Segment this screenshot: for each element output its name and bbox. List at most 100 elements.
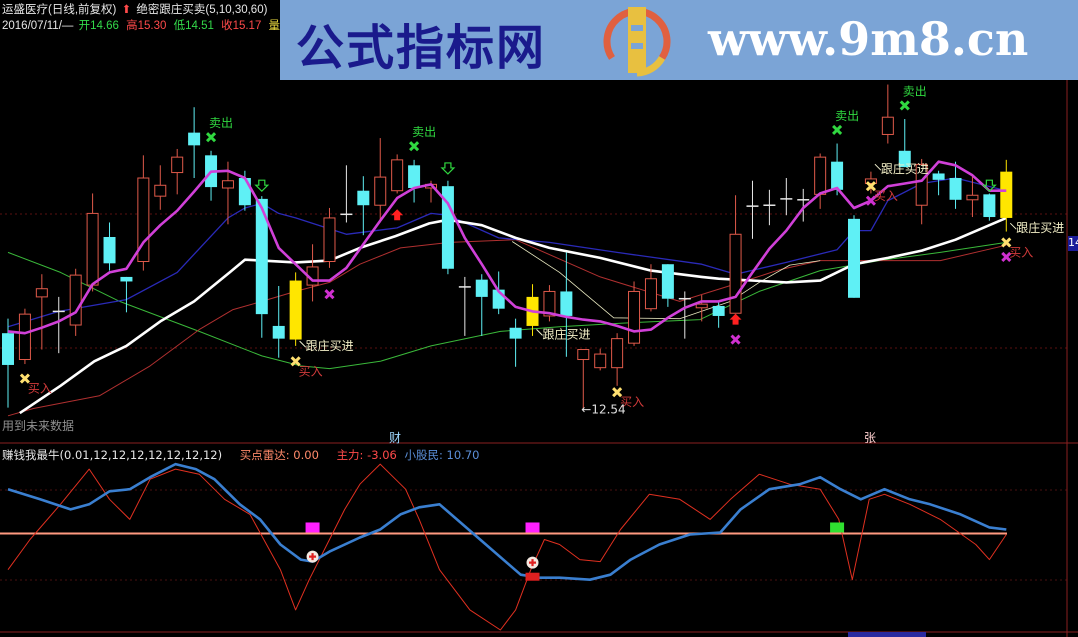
candle-body — [712, 305, 725, 316]
candle-body — [120, 276, 133, 282]
candle — [171, 148, 184, 195]
candle — [746, 180, 759, 239]
candle — [695, 295, 708, 322]
buy-radar-value: 买点雷达: 0.00 — [239, 448, 319, 462]
candle — [966, 175, 979, 218]
candle-body — [1000, 171, 1013, 218]
close-value: 15.17 — [232, 20, 262, 32]
candle — [154, 165, 167, 210]
buy-label: 买入 — [28, 382, 52, 396]
buy-x-icon — [865, 181, 876, 192]
candle-body — [560, 291, 573, 316]
candle-body — [18, 313, 31, 361]
candle — [780, 178, 793, 216]
candle-body — [949, 178, 962, 200]
pointer-arrow-icon — [874, 163, 882, 171]
candle — [644, 264, 657, 312]
candle-body — [188, 132, 201, 146]
candle — [86, 193, 99, 292]
candle-body — [272, 325, 285, 339]
pointer-arrow-icon — [1009, 222, 1017, 230]
magenta-x-icon — [865, 195, 876, 206]
candle-body — [881, 116, 894, 135]
candle — [543, 285, 556, 322]
candle — [661, 264, 674, 307]
finance-marker[interactable]: 财 — [389, 431, 402, 445]
candle — [306, 244, 319, 302]
candle — [255, 196, 268, 338]
candle — [729, 195, 742, 314]
candle — [458, 276, 471, 336]
candle — [898, 119, 911, 168]
crosshair-date-box — [848, 632, 926, 637]
indicator-name: 绝密跟庄买卖(5,10,30,60) — [136, 4, 268, 16]
candle-body — [171, 156, 184, 174]
low-price-label: ←12.54 — [581, 402, 625, 416]
candle-body — [848, 218, 860, 298]
candle — [120, 276, 133, 313]
candle — [831, 143, 844, 196]
magenta-x-icon — [730, 334, 741, 345]
thin-line — [511, 241, 821, 320]
close-label: 收 — [221, 20, 233, 32]
candle-body — [915, 163, 928, 206]
buy-x-icon — [19, 373, 30, 384]
candle — [560, 252, 573, 357]
candle-body — [137, 177, 150, 262]
down-arrow-icon — [981, 179, 997, 193]
green-line — [7, 241, 1007, 370]
high-value: 15.30 — [137, 20, 167, 32]
bar-date: 2016/07/11/— — [2, 20, 74, 32]
volume-label: 量 — [268, 20, 281, 32]
sell-label: 卖出 — [209, 116, 233, 130]
price-axis-label: 14 — [1068, 236, 1078, 251]
retail-value: 小股民: 10.70 — [404, 448, 480, 462]
candle-body — [69, 274, 82, 326]
watermark-banner: 公式指标网 www.9m8.cn — [280, 0, 1078, 80]
red-cross-circle-icon — [306, 550, 319, 563]
candle-body — [221, 180, 234, 189]
candle-body — [86, 212, 99, 286]
cross — [309, 553, 317, 561]
candle-body — [661, 264, 674, 299]
candle — [983, 193, 996, 221]
pointer-arrow-icon — [536, 329, 543, 336]
low-value: 14.51 — [185, 20, 214, 32]
sell-x-icon — [899, 100, 910, 111]
magenta-signal-box — [525, 522, 540, 533]
candle-body — [408, 165, 421, 188]
candle-body — [357, 190, 370, 206]
candle-body — [2, 333, 14, 365]
candle — [137, 155, 150, 271]
low-label: 低 — [173, 20, 186, 32]
candle — [188, 107, 201, 179]
candle — [611, 333, 624, 386]
open-value: 14.66 — [90, 20, 119, 32]
zhang-marker[interactable]: 张 — [864, 431, 877, 445]
red-cross-circle-icon — [526, 556, 539, 569]
buy-label: 买入 — [1009, 245, 1033, 259]
candle — [577, 349, 590, 411]
candle — [915, 158, 928, 225]
chart-title-row: 运盛医疗(日线,前复权) ⬆ 绝密跟庄买卖(5,10,30,60) — [2, 3, 269, 17]
up-arrow-icon — [391, 209, 404, 221]
candle — [272, 286, 285, 358]
candle — [374, 138, 387, 223]
magenta-x-icon — [1001, 251, 1012, 263]
candle — [35, 274, 48, 350]
high-label: 高 — [126, 20, 138, 32]
indicator-header: 赚钱我最牛(0.01,12,12,12,12,12,12,12) 买点雷达: 0… — [2, 447, 493, 463]
candle — [391, 154, 404, 194]
ma5-line — [7, 160, 1007, 335]
buy-x-icon — [290, 356, 301, 367]
candle-body — [644, 278, 657, 310]
candle-body — [391, 159, 404, 192]
sell-x-icon — [205, 132, 217, 143]
candle — [864, 171, 877, 194]
down-arrow-icon — [440, 162, 456, 175]
candle — [408, 159, 421, 203]
candle — [848, 215, 860, 298]
candle — [594, 348, 607, 371]
candle — [357, 176, 370, 236]
